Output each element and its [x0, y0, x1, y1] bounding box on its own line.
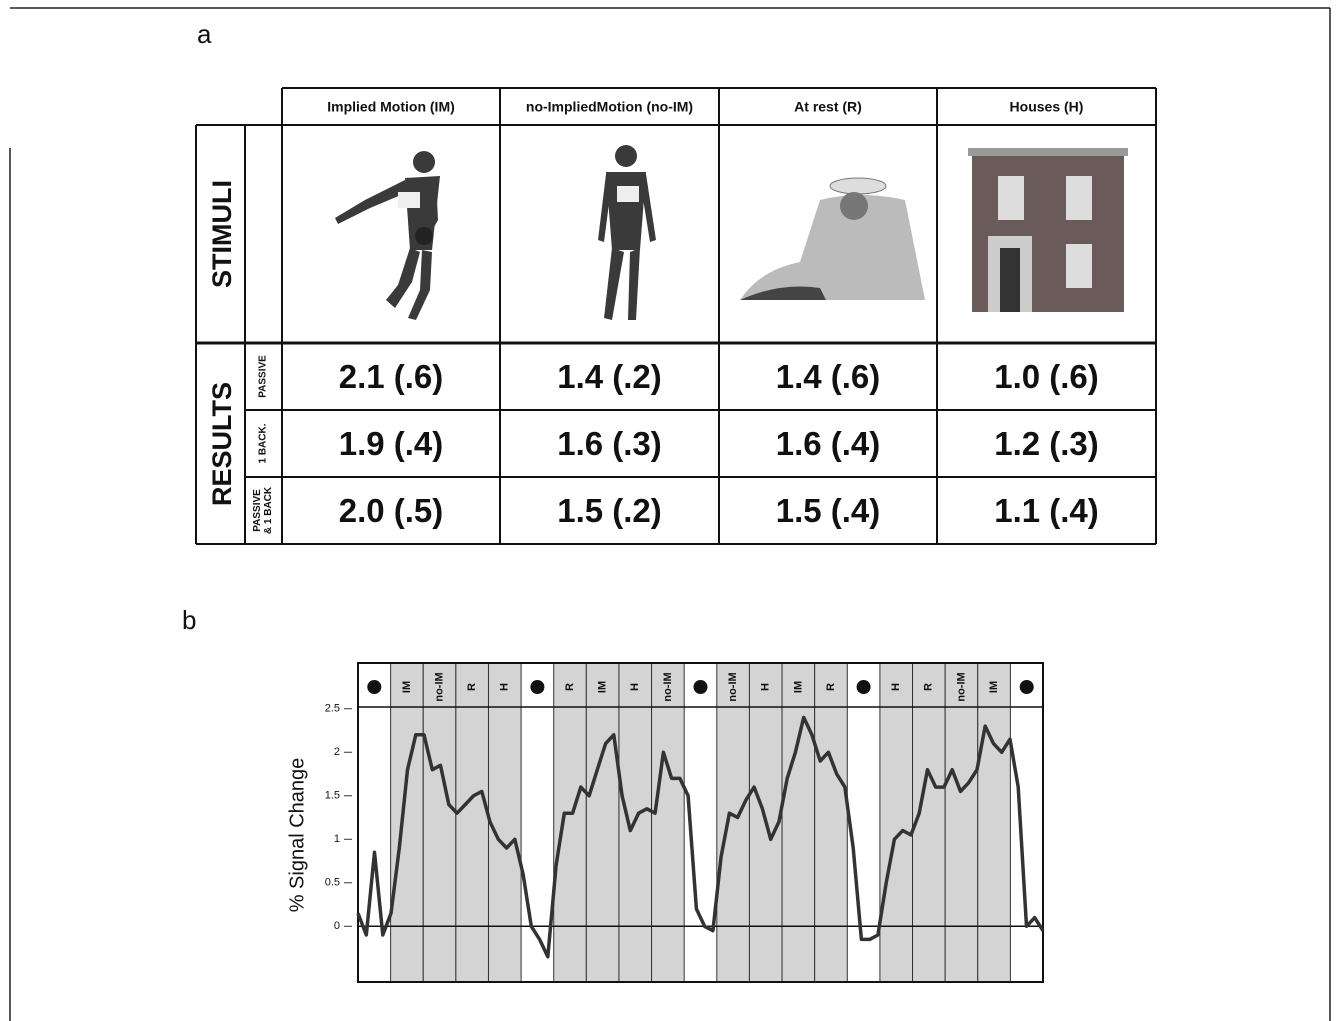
results-table: Implied Motion (IM) no-ImpliedMotion (no-… — [195, 87, 1157, 545]
condition-block — [944, 662, 979, 983]
result-cell: 1.0 (.6) — [994, 358, 1099, 395]
result-cell: 1.9 (.4) — [339, 425, 444, 462]
row-label: & 1 BACK — [263, 486, 274, 534]
block-label: R — [466, 683, 478, 691]
condition-block — [912, 662, 946, 983]
rest-marker — [367, 680, 382, 694]
result-cell: 1.5 (.4) — [776, 492, 881, 529]
condition-block — [390, 662, 424, 983]
rest-marker — [530, 680, 545, 694]
row-label: 1 BACK. — [258, 423, 269, 463]
column-header: Houses (H) — [1010, 99, 1084, 115]
column-header: Implied Motion (IM) — [327, 99, 455, 115]
signal-line — [356, 715, 1045, 959]
row-group-label: STIMULI — [207, 180, 237, 288]
panel-label: b — [182, 605, 196, 635]
block-label: R — [564, 683, 576, 691]
condition-block — [651, 662, 685, 983]
block-label: no-IM — [433, 672, 445, 701]
panel-label: a — [197, 19, 212, 49]
frame — [9, 7, 1331, 1021]
column-header: no-ImpliedMotion (no-IM) — [526, 99, 693, 115]
rest-marker — [1019, 680, 1034, 694]
y-tick-label: 2.5 — [325, 703, 340, 715]
column-header: At rest (R) — [794, 99, 862, 115]
result-cell: 1.2 (.3) — [994, 425, 1099, 462]
condition-block — [977, 662, 1011, 983]
condition-block — [879, 662, 914, 983]
block-label: no-IM — [662, 672, 674, 701]
stimulus-no-im — [598, 145, 656, 320]
result-cell: 2.1 (.6) — [339, 358, 444, 395]
stimulus-im — [335, 151, 440, 320]
stimulus-house — [968, 148, 1128, 312]
block-label: H — [890, 683, 902, 691]
rest-marker — [856, 680, 871, 694]
result-cell: 1.4 (.2) — [557, 358, 662, 395]
y-tick-label: 0 — [334, 920, 340, 932]
result-cell: 1.4 (.6) — [776, 358, 881, 395]
result-cell: 2.0 (.5) — [339, 492, 444, 529]
block-label: R — [825, 683, 837, 691]
result-cell: 1.1 (.4) — [994, 492, 1099, 529]
result-cell: 1.5 (.2) — [557, 492, 662, 529]
block-label: IM — [401, 681, 413, 693]
block-label: H — [629, 683, 641, 691]
y-tick-label: 1.5 — [325, 790, 340, 802]
condition-block — [716, 662, 750, 983]
block-label: no-IM — [727, 672, 739, 701]
row-label: PASSIVE — [258, 355, 269, 398]
stimulus-rest — [740, 177, 925, 300]
rest-marker — [693, 680, 708, 694]
y-tick-label: 1 — [334, 833, 340, 845]
block-label: H — [499, 683, 511, 691]
block-label: IM — [988, 681, 1000, 693]
condition-block — [455, 662, 489, 983]
row-group-label: RESULTS — [207, 382, 237, 506]
block-label: no-IM — [955, 672, 967, 701]
y-tick-label: 2 — [334, 746, 340, 758]
condition-block — [814, 662, 848, 983]
plot-frame — [357, 662, 1044, 983]
result-cell: 1.6 (.4) — [776, 425, 881, 462]
y-tick-label: 0.5 — [325, 877, 340, 889]
y-axis-label: % Signal Change — [286, 758, 308, 913]
result-cell: 1.6 (.3) — [557, 425, 662, 462]
block-label: R — [923, 683, 935, 691]
row-label: PASSIVE — [252, 489, 263, 532]
block-label: IM — [597, 681, 609, 693]
condition-block — [553, 662, 587, 983]
condition-block — [487, 662, 522, 983]
block-label: H — [760, 683, 772, 691]
block-label: IM — [792, 681, 804, 693]
condition-block — [781, 662, 816, 983]
condition-block — [585, 662, 620, 983]
condition-block — [422, 662, 457, 983]
